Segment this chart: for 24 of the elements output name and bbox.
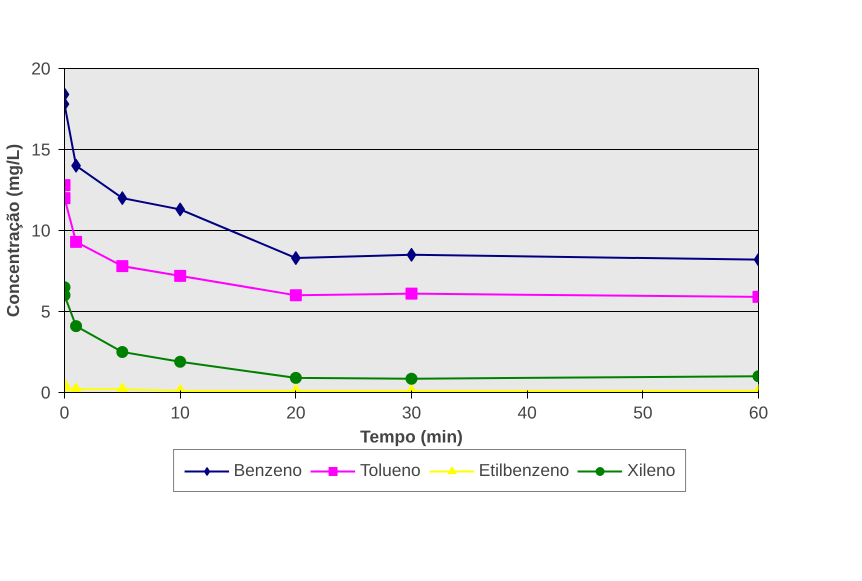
x-tick-label: 0 bbox=[60, 402, 70, 422]
point bbox=[290, 289, 302, 302]
point bbox=[174, 356, 186, 368]
x-tick-label: 20 bbox=[286, 402, 306, 422]
x-axis-title: Tempo (min) bbox=[360, 426, 463, 446]
x-tick-label: 40 bbox=[518, 402, 537, 422]
legend-label: Etilbenzeno bbox=[478, 460, 570, 481]
y-tick-label: 15 bbox=[31, 140, 51, 160]
y-tick-label: 10 bbox=[31, 220, 51, 240]
y-tick-label: 5 bbox=[40, 302, 51, 322]
x-tick-label: 10 bbox=[170, 402, 190, 422]
y-axis-title: Concentração (mg/L) bbox=[3, 144, 24, 318]
legend-label: Benzeno bbox=[234, 460, 302, 481]
point bbox=[290, 372, 302, 384]
y-tick-label: 20 bbox=[31, 58, 51, 78]
point bbox=[174, 270, 186, 282]
point bbox=[406, 372, 418, 385]
y-tick-label: 0 bbox=[40, 382, 51, 402]
legend-label: Xileno bbox=[627, 460, 676, 481]
legend-label: Tolueno bbox=[360, 460, 421, 481]
x-tick-label: 30 bbox=[402, 402, 422, 422]
point bbox=[406, 288, 418, 300]
x-tick-label: 60 bbox=[748, 402, 768, 422]
x-tick-label: 50 bbox=[633, 402, 652, 422]
